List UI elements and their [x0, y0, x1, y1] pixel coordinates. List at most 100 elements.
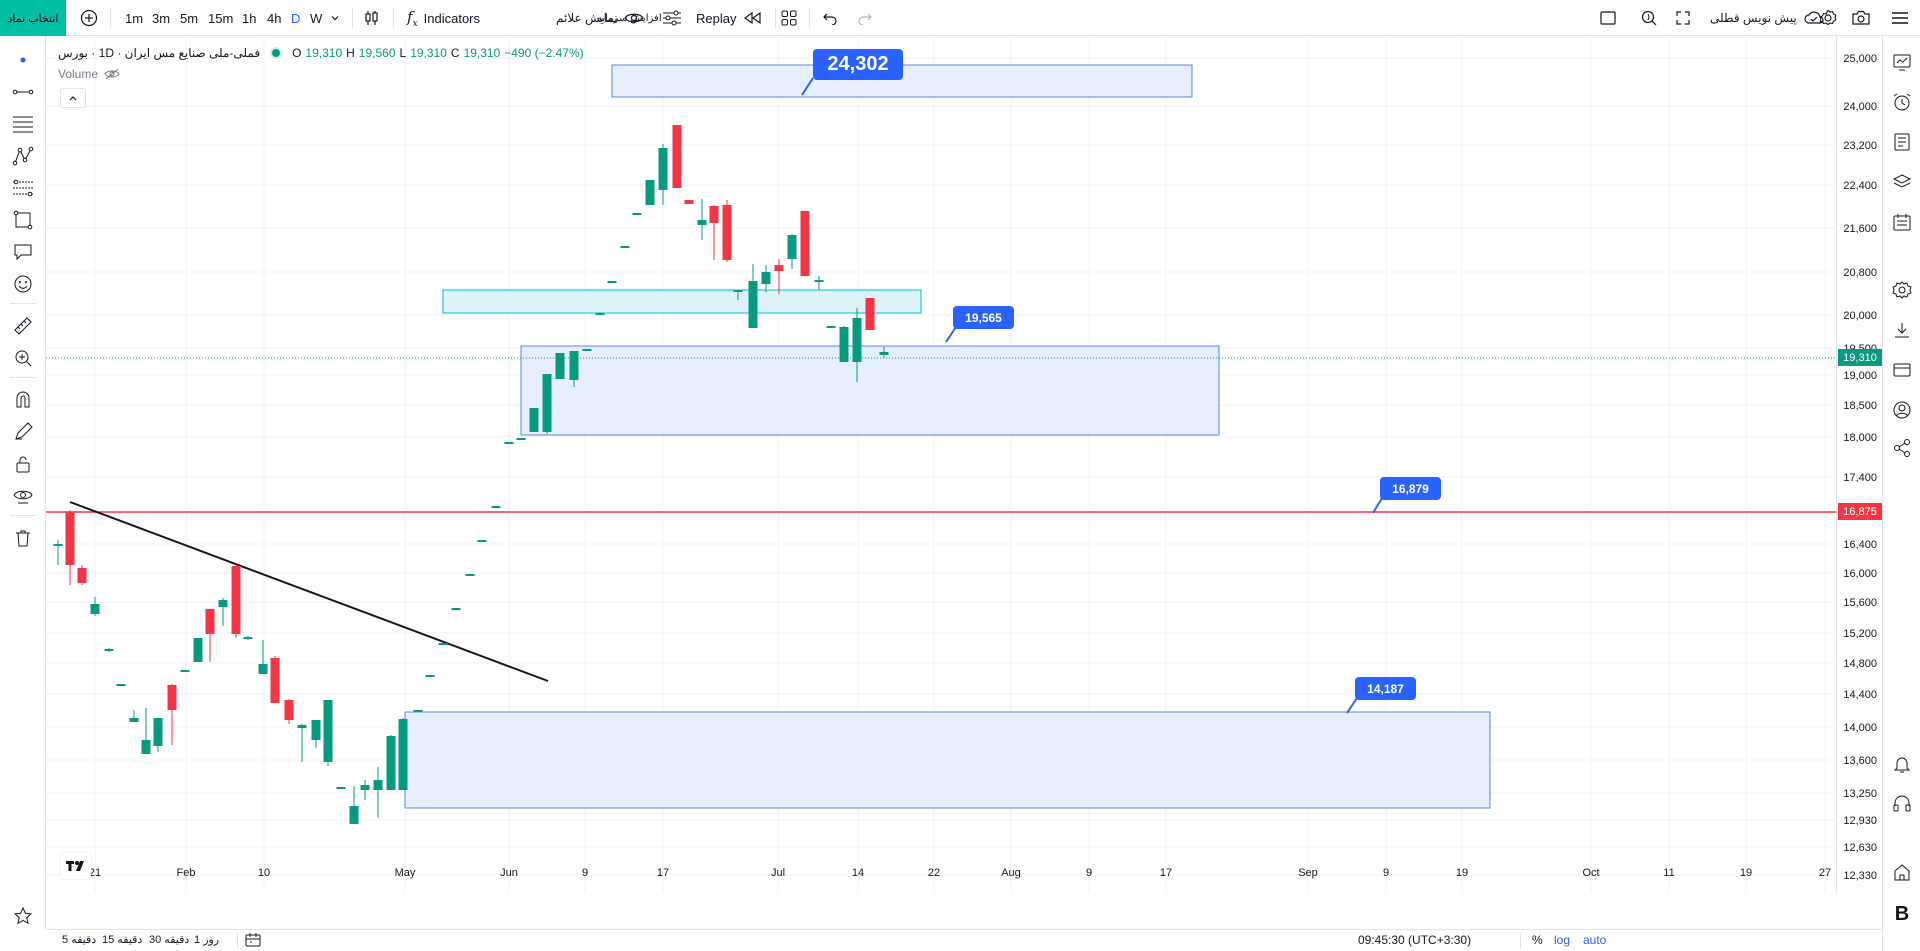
- user-profile-icon[interactable]: [1890, 398, 1914, 422]
- price-axis[interactable]: 25,000 24,000 23,200 22,400 21,600 20,800 20,0…: [1836, 36, 1882, 893]
- candle-body: [398, 719, 408, 790]
- timeframe-3m[interactable]: 3m: [152, 10, 171, 26]
- range-30m[interactable]: 30 دقیقه: [149, 934, 190, 946]
- gear-icon[interactable]: [1890, 278, 1914, 302]
- callout-icon[interactable]: [11, 240, 35, 264]
- candle-body: [425, 675, 435, 677]
- price-tick-label: 17,400: [1843, 472, 1877, 484]
- timeframe-w[interactable]: W: [310, 10, 323, 26]
- undo-icon[interactable]: [822, 0, 838, 36]
- fullscreen-rect-icon[interactable]: [1600, 0, 1616, 36]
- lock-icon[interactable]: [11, 452, 35, 476]
- range-1d[interactable]: 1 روز: [194, 934, 220, 946]
- expand-icon[interactable]: [1675, 0, 1691, 36]
- sliders-icon[interactable]: [661, 0, 683, 36]
- market-status-dot: [272, 49, 281, 57]
- alerts-toggle[interactable]: نمایش علائم: [556, 0, 644, 36]
- price-zone: [442, 289, 922, 314]
- symbol-title[interactable]: فملی-ملی صنایع مس ایران · 1D · بورس: [58, 46, 261, 60]
- trend-line: [69, 501, 549, 682]
- candle-body: [645, 180, 655, 205]
- callout-label[interactable]: 19,565: [953, 306, 1014, 329]
- calendar-list-icon[interactable]: [1890, 210, 1914, 234]
- rectangle-icon[interactable]: [11, 208, 35, 232]
- futures-draft-button[interactable]: پیش نویس قطلی: [1710, 0, 1825, 36]
- callout-pointer: [801, 77, 814, 96]
- share-icon[interactable]: [1890, 436, 1914, 460]
- indicators-button[interactable]: fx Indicators: [407, 0, 480, 36]
- volume-legend[interactable]: Volume: [58, 67, 120, 81]
- alarm-clock-icon[interactable]: [1890, 90, 1914, 114]
- price-tick-label: 18,500: [1843, 400, 1877, 412]
- timeframe-4h[interactable]: 4h: [267, 10, 282, 26]
- hamburger-menu-icon[interactable]: [1891, 0, 1909, 36]
- headset-icon[interactable]: [1890, 792, 1914, 816]
- clock-display[interactable]: 09:45:30 (UTC+3:30): [1358, 933, 1472, 947]
- zoom-in-icon[interactable]: [11, 346, 35, 370]
- range-15m[interactable]: 15 دقیقه: [102, 934, 143, 946]
- broker-b-icon[interactable]: B: [1894, 902, 1910, 925]
- horizontal-lines-icon[interactable]: [11, 112, 35, 136]
- camera-icon[interactable]: [1852, 0, 1870, 36]
- candle-body: [284, 700, 294, 720]
- calendar-range-icon[interactable]: [244, 932, 262, 948]
- star-favorite-icon[interactable]: [11, 904, 35, 928]
- callout-label[interactable]: 14,187: [1355, 677, 1416, 700]
- chevron-down-icon[interactable]: [330, 0, 340, 36]
- callout-pointer: [1372, 497, 1383, 514]
- log-toggle[interactable]: log: [1554, 933, 1571, 947]
- bell-icon[interactable]: [1890, 752, 1914, 776]
- settings-icon[interactable]: [1819, 0, 1837, 36]
- notes-icon[interactable]: [1890, 130, 1914, 154]
- magnet-icon[interactable]: [11, 388, 35, 412]
- home-icon[interactable]: [1890, 860, 1914, 884]
- tradingview-logo[interactable]: [61, 853, 91, 879]
- card-icon[interactable]: [1890, 358, 1914, 382]
- collapse-legend-button[interactable]: [60, 88, 86, 108]
- timeframe-5m[interactable]: 5m: [180, 10, 199, 26]
- watchlist-icon[interactable]: [1890, 50, 1914, 74]
- candle-body: [865, 298, 875, 330]
- range-5m[interactable]: 5 دقیقه: [62, 934, 97, 946]
- ruler-icon[interactable]: [11, 314, 35, 338]
- fib-retracement-icon[interactable]: [11, 176, 35, 200]
- percent-toggle[interactable]: %: [1532, 933, 1543, 947]
- price-axis-canvas[interactable]: 25,000 24,000 23,200 22,400 21,600 20,800 20,0…: [1837, 36, 1883, 893]
- capital-increase-label[interactable]: افزایش سرمایه: [597, 12, 662, 24]
- stay-drawing-icon[interactable]: [11, 420, 35, 444]
- callout-label[interactable]: 16,879: [1380, 477, 1441, 500]
- timeframe-15m[interactable]: 15m: [208, 10, 234, 26]
- auto-toggle[interactable]: auto: [1583, 933, 1607, 947]
- redo-icon[interactable]: [857, 0, 873, 36]
- timeframe-1m[interactable]: 1m: [125, 10, 144, 26]
- candle-body: [465, 574, 475, 576]
- candle-body: [218, 600, 228, 607]
- download-icon[interactable]: [1890, 318, 1914, 342]
- time-tick-label: 27: [1819, 867, 1831, 879]
- replay-button[interactable]: Replay: [696, 0, 762, 36]
- candles-icon[interactable]: [363, 0, 381, 36]
- candle-body: [595, 313, 605, 315]
- symbol-search-button[interactable]: انتخاب نماد: [0, 0, 66, 36]
- candle-body: [386, 736, 396, 790]
- chart-pane[interactable]: 21 Feb 10 May Jun 9 17 Jul 14 22 Aug 9 17 Sep 9 19 Oct 11…: [46, 36, 1836, 929]
- time-tick-label: Sep: [1298, 867, 1318, 879]
- layers-icon[interactable]: [1890, 170, 1914, 194]
- timeframe-1h[interactable]: 1h: [242, 10, 257, 26]
- eye-hidden-icon[interactable]: [104, 68, 120, 80]
- callout-label[interactable]: 24,302: [813, 49, 903, 80]
- candle-body: [516, 438, 526, 440]
- trend-line-icon[interactable]: [11, 80, 35, 104]
- candle-body: [672, 125, 682, 188]
- pattern-icon[interactable]: [11, 144, 35, 168]
- trash-icon[interactable]: [11, 526, 35, 550]
- visibility-icon[interactable]: [11, 484, 35, 508]
- add-symbol-icon[interactable]: [80, 0, 98, 36]
- chart-canvas[interactable]: 21 Feb 10 May Jun 9 17 Jul 14 22 Aug 9 17 Sep 9 19 Oct 11…: [46, 36, 1836, 929]
- timeframe-d[interactable]: D: [291, 10, 301, 26]
- crosshair-dot-icon[interactable]: [11, 48, 35, 72]
- drawing-toolbar: [0, 36, 46, 929]
- layout-grid-icon[interactable]: [781, 0, 797, 36]
- emoji-icon[interactable]: [11, 272, 35, 296]
- quick-search-icon[interactable]: [1640, 0, 1658, 36]
